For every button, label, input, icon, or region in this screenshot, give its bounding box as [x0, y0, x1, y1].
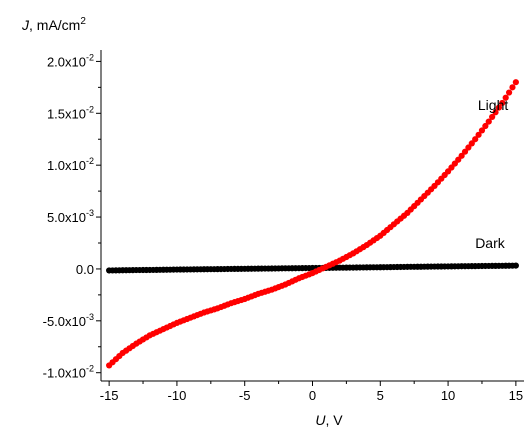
data-point	[458, 152, 465, 159]
y-tick-label: 2.0x10-2	[47, 52, 94, 69]
data-point	[499, 99, 506, 107]
series-label-dark: Dark	[475, 235, 506, 251]
data-marker	[468, 140, 475, 147]
x-tick-label: 10	[441, 388, 455, 403]
series-label-light: Light	[478, 97, 508, 113]
y-axis-symbol: J	[21, 17, 30, 33]
y-tick-label: 1.5x10-2	[47, 104, 94, 121]
x-tick-label: 0	[309, 388, 316, 403]
data-marker	[505, 89, 513, 96]
y-tick-label: -1.0x10-2	[43, 364, 94, 381]
data-marker	[478, 127, 486, 134]
y-tick-label: 1.0x10-2	[47, 156, 94, 173]
data-marker	[489, 113, 496, 121]
y-tick-label: 5.0x10-3	[47, 208, 94, 225]
y-axis-unit-exponent: 2	[80, 16, 86, 27]
series-dark	[106, 262, 519, 274]
x-axis: -15 -10 -5 0 5 10 15	[100, 381, 523, 403]
x-tick-label: -10	[168, 388, 187, 403]
y-tick-label: -5.0x10-3	[43, 312, 94, 329]
data-point	[472, 136, 479, 143]
x-tick-label: -15	[100, 388, 119, 403]
x-tick-label: 15	[509, 388, 523, 403]
x-axis-title: U, V	[315, 412, 343, 428]
annotations: Light Dark	[475, 97, 508, 251]
x-tick-label: 5	[377, 388, 384, 403]
y-axis-title: J, mA/cm2	[21, 16, 86, 33]
y-axis: -1.0x10-2 -5.0x10-3 0.0 5.0x10-3 1.0x10-2 1.5…	[43, 52, 101, 381]
data-marker	[492, 109, 499, 116]
x-tick-label: -5	[239, 388, 251, 403]
x-axis-unit: , V	[326, 412, 344, 428]
data-marker	[495, 104, 503, 111]
y-tick-label: 0.0	[76, 262, 94, 277]
data-marker	[461, 148, 469, 155]
data-marker	[482, 122, 489, 130]
data-point	[485, 118, 492, 125]
series-layer	[106, 79, 519, 369]
y-axis-unit: , mA/cm	[29, 17, 80, 33]
data-marker	[475, 131, 482, 138]
x-axis-symbol: U	[315, 412, 326, 428]
data-point	[512, 262, 519, 269]
data-marker	[502, 94, 509, 101]
series-light	[106, 79, 519, 369]
data-point	[512, 79, 519, 86]
data-marker	[465, 144, 472, 151]
data-marker	[509, 84, 516, 91]
